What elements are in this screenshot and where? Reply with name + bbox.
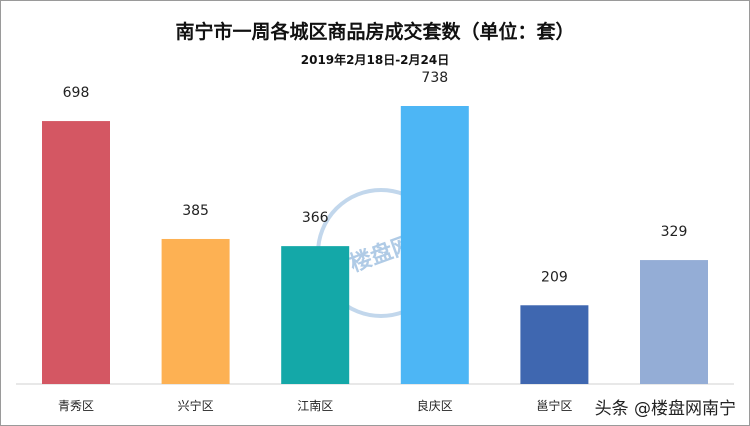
- chart-subtitle: 2019年2月18日-2月24日: [300, 53, 450, 67]
- bar-1: [161, 238, 230, 384]
- data-label-5: 329: [661, 224, 688, 240]
- category-label-2: 江南区: [297, 398, 333, 413]
- category-label-1: 兴宁区: [178, 398, 214, 413]
- bar-3: [400, 106, 469, 384]
- bar-2: [281, 246, 350, 384]
- data-label-0: 698: [63, 85, 90, 101]
- watermark: 头条 @楼盘网南宁: [594, 399, 736, 419]
- category-label-4: 邕宁区: [536, 398, 572, 413]
- bar-4: [520, 305, 589, 384]
- bar-0: [42, 121, 110, 384]
- data-label-2: 366: [302, 210, 329, 226]
- data-label-1: 385: [182, 203, 209, 219]
- category-label-3: 良庆区: [417, 398, 453, 413]
- data-label-4: 209: [541, 269, 568, 285]
- data-label-3: 738: [421, 70, 448, 86]
- chart-title: 南宁市一周各城区商品房成交套数（单位：套）: [175, 21, 575, 43]
- bar-5: [640, 260, 708, 384]
- category-label-0: 青秀区: [58, 399, 94, 413]
